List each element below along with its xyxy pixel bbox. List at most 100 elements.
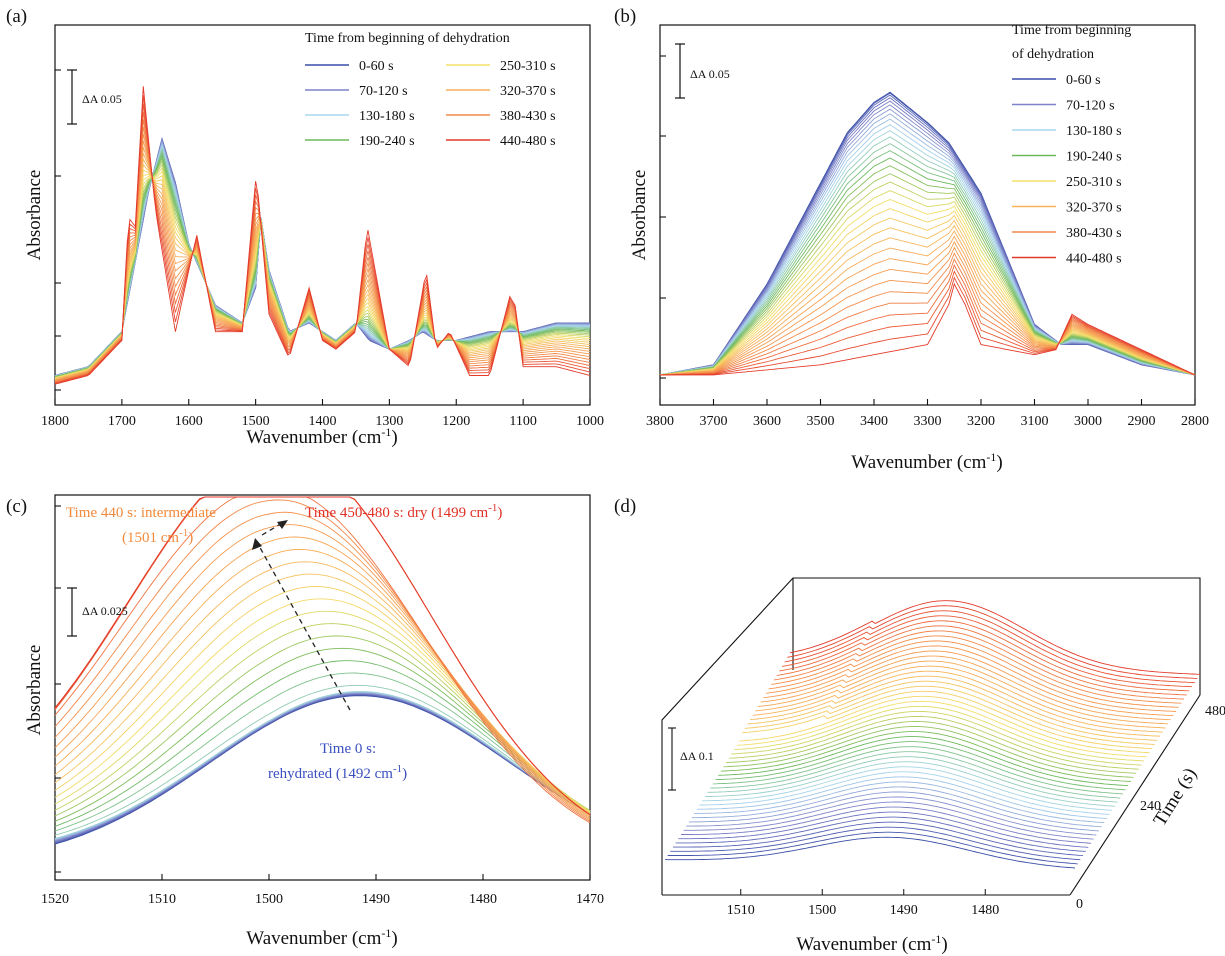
panel-c-spectrum-line — [54, 548, 591, 817]
panel-a-xlabel: Wavenumber (cm-1) — [246, 425, 397, 448]
panel-a-x-tick-label: 1700 — [108, 414, 136, 429]
panel-b-label: (b) — [614, 6, 636, 27]
panel-c-ylabel: Absorbance — [24, 645, 45, 736]
panel-c-spectrum-line — [54, 647, 591, 822]
panel-a-spectrum-line — [54, 151, 591, 378]
panel-c-spectrum-line — [54, 672, 591, 832]
panel-d-spectrum-line — [789, 600, 1201, 675]
panel-d-spectrum-line — [781, 615, 1193, 688]
panel-a-legend-entry: 130-180 s — [359, 109, 415, 124]
panel-b-x-tick-label: 3100 — [1021, 414, 1049, 429]
panel-b-spectrum-line — [659, 240, 1196, 376]
panel-d-x-tick-label: 1510 — [727, 903, 755, 918]
panel-a-ylabel: Absorbance — [24, 170, 45, 261]
panel-b-spectrum-line — [659, 173, 1196, 376]
panel-a-legend-entry: 320-370 s — [500, 84, 556, 99]
panel-b-spectrum-line — [659, 165, 1196, 376]
panel-b-spectrum-line — [659, 190, 1196, 376]
panel-a-spectrum-line — [54, 157, 591, 380]
panel-d-spectrum-line — [715, 741, 1126, 791]
panel-d-spectrum-line — [787, 605, 1198, 679]
panel-d-spectrum-line — [683, 801, 1094, 840]
panel-d-spectrum-line — [707, 756, 1118, 803]
panel-b-legend-entry: 320-370 s — [1066, 201, 1122, 216]
panel-d-x-tick-label: 1480 — [971, 903, 999, 918]
panel-c-anno-rehydrated-wn: rehydrated (1492 cm-1) — [268, 763, 407, 782]
panel-c-frame — [54, 494, 591, 881]
panel-d-spectrum-line — [699, 771, 1110, 815]
panel-b-legend-entry: 250-310 s — [1066, 175, 1122, 190]
panel-a-x-ticks: 1800 1700 1600 1500 1400 1300 1200 1100 1000 — [41, 399, 604, 429]
panel-c-spectrum-line — [54, 496, 591, 824]
panel-b-x-tick-label: 3500 — [807, 414, 835, 429]
panel-d-spectrum-line — [776, 625, 1187, 696]
panel-c-spectrum-line — [54, 623, 591, 812]
panel-b-spectrum-line — [659, 252, 1196, 376]
panel-a-legend-title: Time from beginning of dehydration — [305, 31, 510, 46]
panel-b-legend-entry: 190-240 s — [1066, 150, 1122, 165]
panel-a-x-tick-label: 1400 — [309, 414, 337, 429]
panel-c-anno-intermediate-wn: (1501 cm-1) — [122, 527, 193, 546]
panel-b-x-ticks: 3800 3700 3600 3500 3400 3300 3200 3100 3000 2900… — [646, 399, 1209, 429]
panel-d-spectrum-line — [742, 690, 1153, 750]
panel-d-spectrum-line — [694, 781, 1105, 824]
panel-d-spectrum-line — [760, 655, 1171, 721]
panel-d-spectrum-line — [736, 700, 1147, 758]
panel-b-y-ticks — [660, 55, 666, 379]
panel-b-legend-entry: 440-480 s — [1066, 252, 1122, 267]
panel-b-x-tick-label: 2800 — [1181, 414, 1209, 429]
panel-d-x-tick-label: 1490 — [890, 903, 918, 918]
panel-a-x-tick-label: 1100 — [509, 414, 536, 429]
panel-c-x-tick-label: 1520 — [41, 892, 69, 907]
panel-b-spectrum-line — [659, 230, 1196, 376]
panel-b-spectrum-line — [659, 214, 1196, 376]
panel-d-spectrum-line — [758, 660, 1169, 725]
panel-c-xlabel: Wavenumber (cm-1) — [246, 926, 397, 949]
panel-a-legend-entry: 440-480 s — [500, 134, 556, 149]
panel-d-spectrum-line — [734, 705, 1145, 762]
panel-c-spectrum-line — [54, 536, 591, 818]
panel-c-anno-rehydrated: Time 0 s: — [320, 741, 376, 757]
panel-c-y-ticks — [55, 505, 61, 873]
panel-b-xlabel: Wavenumber (cm-1) — [851, 450, 1002, 473]
panel-d-spectrum-line — [726, 721, 1137, 774]
panel-d-spectrum-line — [766, 645, 1177, 712]
panel-d-spectrum-line — [731, 710, 1142, 766]
panel-d-spectrum-line — [675, 816, 1086, 852]
panel-d-spectrum-line — [681, 806, 1092, 844]
panel-b-spectrum-line — [659, 157, 1196, 376]
panel-c-x-tick-label: 1490 — [362, 892, 390, 907]
panel-d-xlabel: Wavenumber (cm-1) — [796, 932, 947, 955]
panel-a-legend-entry: 70-120 s — [359, 84, 408, 99]
panel-b-legend-entry: 70-120 s — [1066, 99, 1115, 114]
panel-b-legend-entry: 130-180 s — [1066, 124, 1122, 139]
panel-a-spectrum-line — [54, 86, 591, 385]
panel-b-x-tick-label: 3000 — [1074, 414, 1102, 429]
panel-d-spectrum-line — [664, 836, 1076, 869]
panel-b-spectrum-line — [659, 264, 1196, 376]
panel-d-spectrum-line — [688, 791, 1099, 832]
panel-a-legend: 0-60 s 70-120 s 130-180 s 190-240 s 250-310 … — [305, 59, 556, 149]
panel-d-time-label: Time (s) — [1149, 764, 1201, 830]
panel-c-anno-intermediate: Time 440 s: intermediate — [66, 505, 216, 521]
panel-d-spectrum-line — [768, 640, 1179, 708]
panel-d-spectrum-line — [750, 675, 1161, 737]
panel-b-ylabel: Absorbance — [629, 170, 650, 261]
panel-d-spectrum-line — [718, 736, 1129, 787]
panel-d: (d) 1510 1500 1490 1480 0 240 480 ΔA 0.1 Wave… — [614, 496, 1225, 955]
panel-a-scale-bar: ΔA 0.05 — [67, 69, 122, 125]
panel-b-spectrum-line — [659, 136, 1196, 376]
panel-a-spectrum-line — [54, 153, 591, 381]
panel-b-x-tick-label: 3800 — [646, 414, 674, 429]
panel-c-x-ticks: 1520 1510 1500 1490 1480 1470 — [41, 874, 604, 907]
panel-b-legend: 0-60 s 70-120 s 130-180 s 190-240 s 250-310 … — [1012, 73, 1122, 267]
panel-a: (a) 1800 1700 1600 1500 1400 1300 1200 1100 1000… — [6, 6, 604, 448]
panel-c-spectrum-line — [54, 684, 591, 836]
panel-a-spectrum-line — [54, 169, 591, 380]
panel-c-x-tick-label: 1510 — [148, 892, 176, 907]
panel-d-spectrum-line — [678, 811, 1089, 848]
panel-d-time-tick-label: 240 — [1140, 799, 1161, 814]
panel-c-spectrum-line — [54, 511, 591, 821]
panel-d-spectrum-line — [752, 670, 1163, 733]
